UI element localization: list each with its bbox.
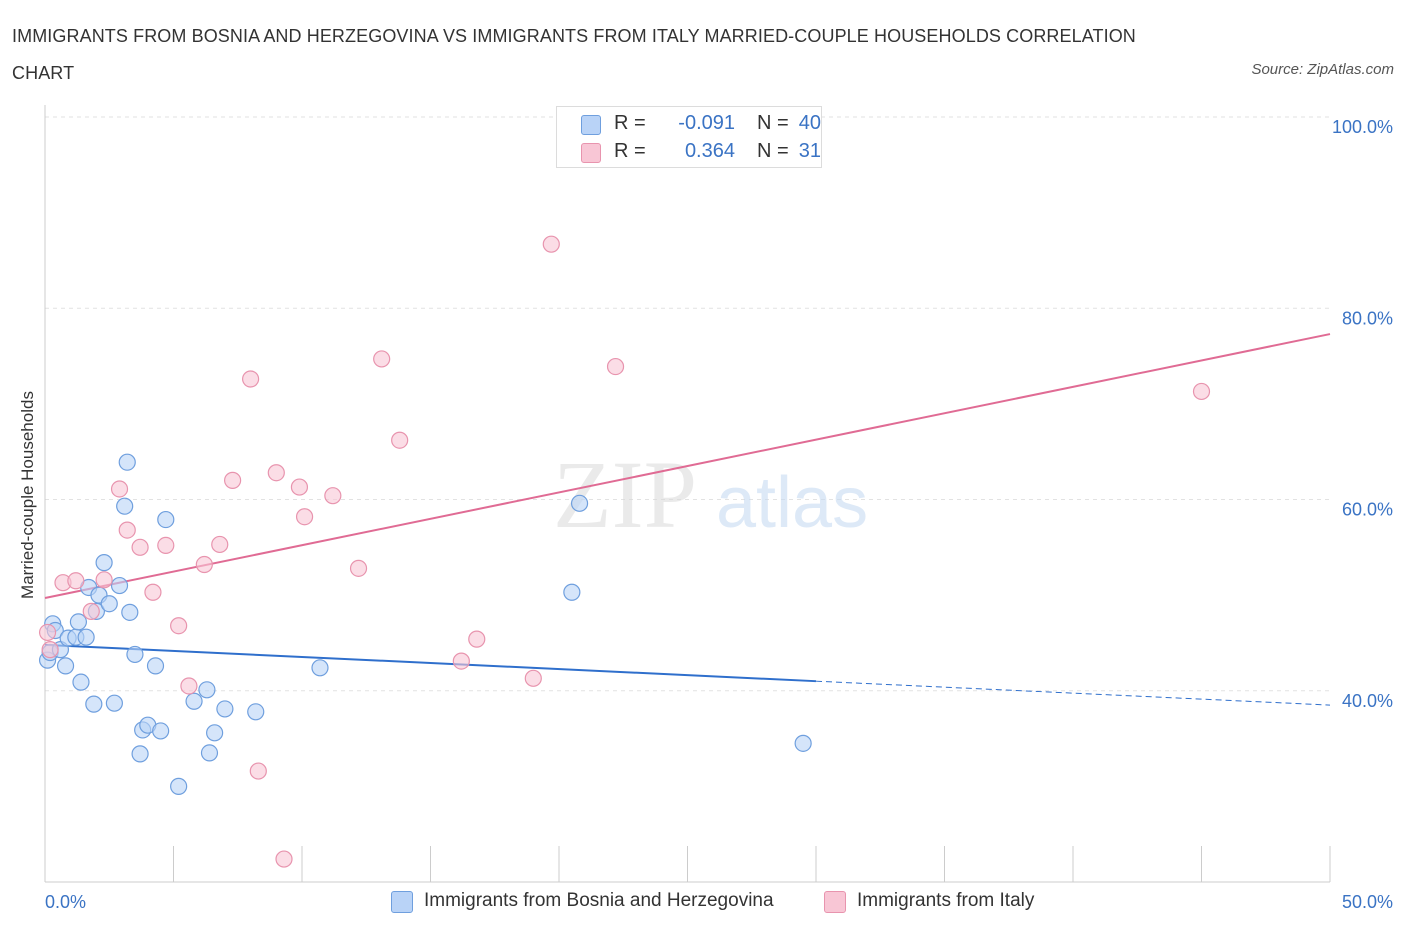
point-italy [82,602,100,620]
y-tick-label: 60.0% [1342,500,1393,520]
point-bosnia [570,494,589,512]
source-note: Source: ZipAtlas.com [1251,61,1394,78]
legend-n-value: 31 [798,140,821,162]
point-italy [157,536,175,555]
point-bosnia [200,744,219,762]
point-italy [95,571,113,589]
point-bosnia [216,700,234,718]
axes [44,105,1331,883]
point-bosnia [95,554,113,572]
point-italy [290,478,309,496]
tick-labels: 100.0% 80.0% 60.0% 40.0% 0.0% 50.0% [45,117,1393,912]
point-bosnia [126,645,144,664]
point-italy [170,617,188,635]
point-italy [1192,382,1211,401]
legend-r-value: -0.091 [678,112,735,134]
point-italy [542,235,560,253]
point-bosnia [116,497,134,515]
point-bosnia [152,722,170,740]
point-italy [144,583,162,601]
y-tick-label: 40.0% [1342,691,1393,711]
point-italy [349,559,368,577]
x-tick-label: 50.0% [1342,892,1393,912]
point-italy [391,431,409,449]
y-tick-label: 100.0% [1332,117,1393,137]
watermark-atlas: atlas [716,463,868,543]
point-bosnia [77,628,95,646]
legend-r-label: R = [614,140,646,162]
legend-swatch-bosnia [581,115,601,135]
point-italy [249,762,267,780]
point-italy [373,350,391,368]
watermark: ZIP atlas [553,441,868,548]
point-bosnia [563,583,581,601]
grid-lines [45,116,1330,692]
trend-line-italy [44,333,1331,599]
stats-legend: R = -0.091 N = 40 R = 0.364 N = 31 [556,106,822,168]
trend-line-bosnia [44,643,817,683]
point-italy [180,677,198,695]
point-italy [211,535,229,554]
point-italy [452,652,470,670]
point-italy [41,641,59,659]
legend-swatch-italy [581,143,601,163]
data-points [38,235,1211,868]
point-bosnia [105,694,123,712]
legend-n-label: N = [757,140,789,162]
point-italy [324,487,342,505]
point-italy [195,555,213,574]
point-bosnia [170,777,188,795]
point-italy [267,464,285,482]
trend-lines [44,333,1331,706]
point-italy [524,669,542,687]
point-bosnia [198,681,216,699]
point-bosnia [72,673,90,691]
point-italy [295,508,314,526]
point-bosnia [311,659,329,677]
legend-n-label: N = [757,112,789,134]
point-italy [131,538,149,556]
point-bosnia [69,613,88,631]
legend-r-label: R = [614,112,646,134]
point-italy [38,623,57,642]
point-italy [110,480,129,498]
point-bosnia [247,703,265,721]
point-bosnia [206,724,224,742]
x-tick-label: 0.0% [45,892,86,912]
legend-r-value: 0.364 [684,140,735,162]
point-italy [606,357,625,376]
point-bosnia [118,453,136,471]
point-bosnia [146,657,165,675]
bottom-legend-label-bosnia: Immigrants from Bosnia and Herzegovina [424,890,774,911]
bottom-legend-label-italy: Immigrants from Italy [857,890,1035,911]
y-tick-label: 80.0% [1342,308,1393,328]
point-bosnia [110,576,129,595]
point-bosnia [794,734,812,752]
point-bosnia [100,595,118,613]
point-bosnia [85,695,103,713]
point-italy [275,850,293,868]
point-italy [242,370,260,388]
point-bosnia [131,745,149,763]
bottom-legend-swatch-italy [824,891,846,913]
point-italy [224,471,242,489]
watermark-zip: ZIP [553,441,697,548]
point-bosnia [157,510,175,529]
bottom-legend-swatch-bosnia [391,891,413,913]
point-italy [468,630,486,648]
chart-title: IMMIGRANTS FROM BOSNIA AND HERZEGOVINA V… [12,26,1136,83]
trend-line-bosnia-extension [815,680,1331,706]
legend-n-value: 40 [798,112,821,134]
point-bosnia [185,692,203,710]
point-bosnia [121,603,139,621]
point-italy [118,521,136,539]
point-italy [67,572,85,590]
point-bosnia [56,657,75,675]
